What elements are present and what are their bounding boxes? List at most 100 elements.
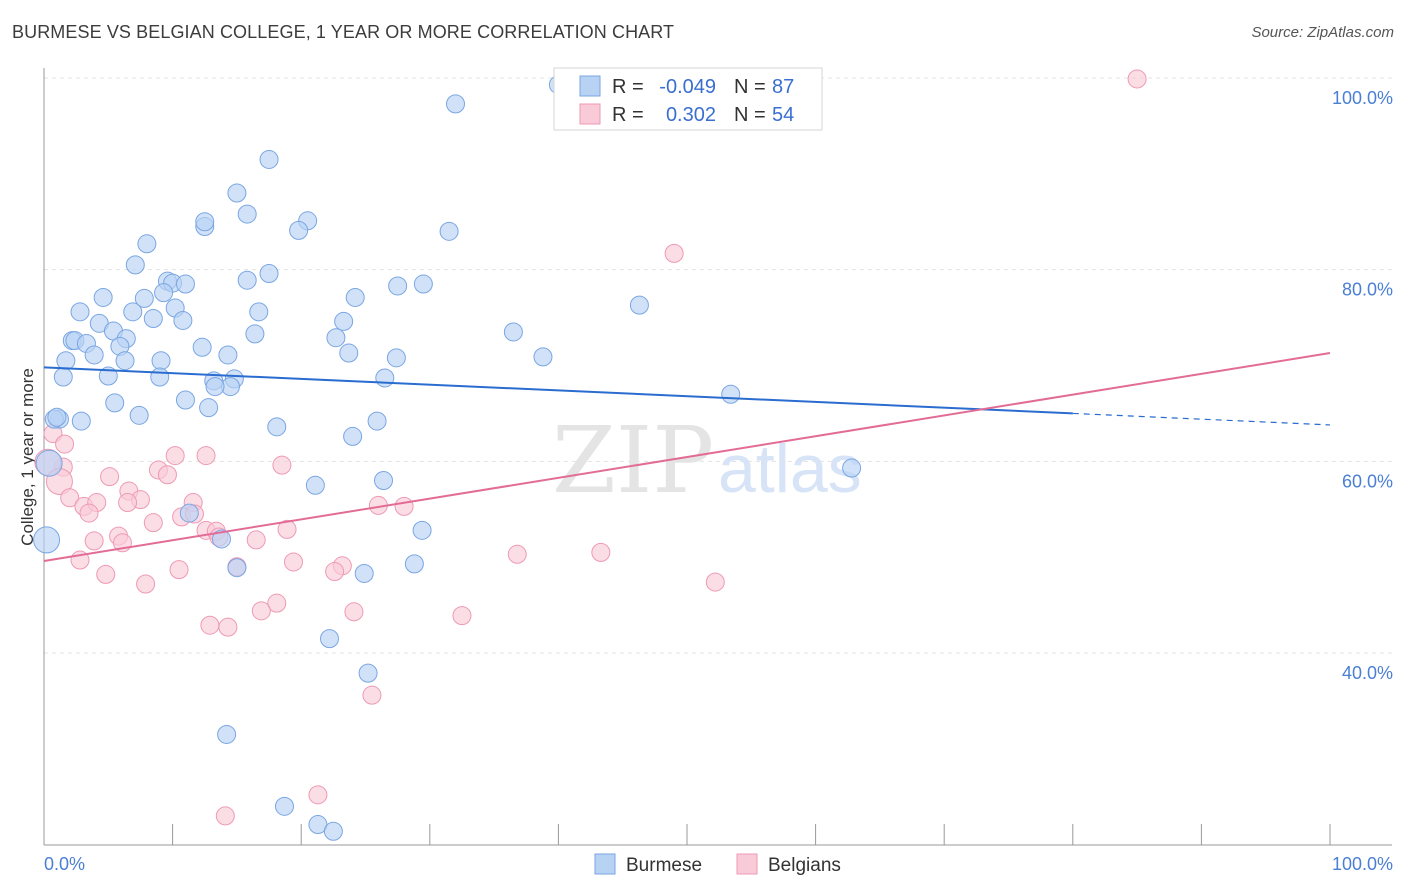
burmese-trend-line [43, 366, 1073, 415]
burmese-point [179, 503, 199, 523]
x-tick-label: 0.0% [44, 854, 85, 874]
legend-n-label: N = [734, 104, 766, 126]
legend-n-value: 87 [772, 76, 794, 98]
y-tick-label: 60.0% [1342, 471, 1393, 491]
burmese-point [115, 351, 135, 371]
belgians-point [196, 446, 216, 466]
belgians-point [277, 519, 297, 539]
burmese-point [533, 347, 553, 367]
burmese-point [227, 183, 247, 203]
burmese-point [173, 310, 193, 330]
belgians-point [143, 513, 163, 533]
burmese-point [842, 458, 862, 478]
burmese-point [305, 475, 325, 495]
belgians-point [165, 446, 185, 466]
burmese-point [721, 384, 741, 404]
burmese-point [56, 351, 76, 371]
belgians-point [218, 617, 238, 637]
belgians-point [251, 601, 271, 621]
burmese-point [70, 302, 90, 322]
legend-r-label: R = [612, 104, 644, 126]
belgians-point [96, 564, 116, 584]
belgians-point [55, 434, 75, 454]
legend-r-label: R = [612, 76, 644, 98]
belgians-point [136, 574, 156, 594]
burmese-swatch [579, 75, 601, 97]
burmese-point [345, 287, 365, 307]
burmese-point [47, 407, 67, 427]
burmese-point [375, 368, 395, 388]
y-tick-label: 80.0% [1342, 280, 1393, 300]
burmese-point [267, 417, 287, 437]
watermark: ZIP atlas [552, 407, 862, 514]
belgians-point [283, 552, 303, 572]
belgians-swatch [579, 103, 601, 125]
belgians-point [325, 562, 345, 582]
belgians-point [591, 542, 611, 562]
burmese-point [404, 554, 424, 574]
burmese-points [33, 75, 862, 841]
burmese-point [33, 526, 61, 554]
burmese-point [319, 629, 339, 649]
belgians-point [157, 465, 177, 485]
y-axis-label: College, 1 year or more [18, 368, 37, 546]
burmese-point [129, 405, 149, 425]
burmese-point [175, 390, 195, 410]
belgians-point [84, 531, 104, 551]
burmese-point [412, 520, 432, 540]
burmese-point [175, 274, 195, 294]
watermark-zip: ZIP [552, 407, 714, 514]
burmese-point [195, 212, 215, 232]
belgians-legend-swatch [736, 853, 758, 875]
burmese-point [367, 411, 387, 431]
burmese-point [125, 255, 145, 275]
burmese-point [343, 426, 363, 446]
series-legend: Burmese Belgians [594, 853, 841, 876]
burmese-point [211, 529, 231, 549]
burmese-point [339, 343, 359, 363]
burmese-point [446, 94, 466, 114]
burmese-point [218, 345, 238, 365]
belgians-point [272, 455, 292, 475]
burmese-point [134, 288, 154, 308]
burmese-point [388, 276, 408, 296]
burmese-point [237, 204, 257, 224]
burmese-point [334, 311, 354, 331]
belgians-point [200, 615, 220, 635]
trend-lines [43, 352, 1331, 562]
x-tick-labels: 0.0% 100.0% [44, 854, 1393, 874]
burmese-point [192, 337, 212, 357]
belgians-point [246, 530, 266, 550]
belgians-trend-line [43, 352, 1331, 562]
burmese-point [237, 270, 257, 290]
burmese-point [71, 411, 91, 431]
burmese-point [289, 220, 309, 240]
watermark-atlas: atlas [718, 431, 862, 507]
burmese-point [93, 287, 113, 307]
belgians-point [362, 685, 382, 705]
burmese-point [217, 724, 237, 744]
belgians-points [34, 69, 1147, 826]
belgians-point [344, 602, 364, 622]
source-credit: Source: ZipAtlas.com [1251, 24, 1394, 41]
belgians-point [215, 806, 235, 826]
burmese-point [354, 563, 374, 583]
burmese-point [259, 149, 279, 169]
x-tick-label: 100.0% [1332, 854, 1393, 874]
belgians-point [452, 606, 472, 626]
belgians-point [394, 496, 414, 516]
legend-n-value: 54 [772, 104, 794, 126]
burmese-point [323, 821, 343, 841]
burmese-point [53, 367, 73, 387]
chart-title: BURMESE VS BELGIAN COLLEGE, 1 YEAR OR MO… [12, 22, 675, 42]
belgians-point [118, 493, 138, 513]
burmese-point [154, 283, 174, 303]
y-tick-label: 100.0% [1332, 88, 1393, 108]
burmese-point [245, 324, 265, 344]
burmese-legend-label: Burmese [626, 855, 702, 876]
burmese-point [629, 295, 649, 315]
burmese-point [326, 328, 346, 348]
legend-r-value: -0.049 [659, 76, 716, 98]
burmese-point [205, 377, 225, 397]
burmese-point [227, 558, 247, 578]
